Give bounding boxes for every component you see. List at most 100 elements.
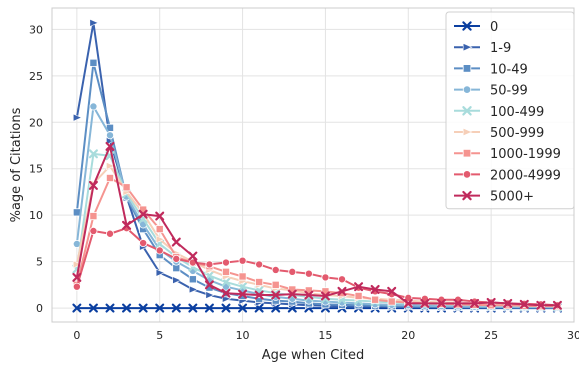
x-tick-label: 5 [156, 329, 163, 342]
y-tick-label: 0 [36, 302, 43, 315]
legend-marker [462, 42, 473, 52]
data-point [105, 303, 115, 313]
data-point [503, 298, 513, 308]
data-point [453, 298, 463, 308]
legend-marker [462, 190, 472, 201]
data-point [321, 273, 330, 282]
data-point [89, 212, 98, 221]
legend-marker [462, 106, 472, 116]
legend-marker [462, 148, 472, 158]
data-point [171, 237, 181, 247]
data-point [89, 58, 98, 67]
data-point [88, 303, 98, 313]
y-tick-label: 20 [29, 116, 43, 129]
data-point [536, 300, 546, 310]
data-point [89, 18, 99, 27]
data-point [486, 297, 496, 308]
data-point [188, 285, 199, 294]
data-point [337, 286, 347, 296]
legend-marker [462, 85, 472, 94]
data-point [172, 254, 181, 263]
data-point [72, 113, 83, 122]
data-point [221, 303, 231, 313]
legend-marker [462, 127, 473, 137]
data-point [89, 102, 98, 111]
x-tick-label: 20 [401, 329, 415, 342]
data-point [221, 258, 230, 267]
data-point [304, 269, 313, 278]
data-point [371, 295, 380, 304]
x-tick-label: 15 [318, 329, 332, 342]
data-point [122, 220, 132, 230]
data-point [271, 280, 280, 289]
legend-entry: 100-499 [454, 105, 544, 120]
legend-label: 5000+ [490, 190, 534, 205]
x-tick-label: 30 [567, 329, 579, 342]
y-tick-label: 25 [29, 70, 43, 83]
y-axis-label: %age of Citations [9, 107, 24, 222]
legend: 0 1-9 10-49 50-99 100-499 500-999 1000-1999 200… [445, 11, 575, 210]
data-point [188, 275, 197, 284]
data-point [122, 303, 132, 313]
data-point [238, 303, 248, 313]
data-point [403, 298, 413, 308]
data-point [287, 289, 297, 299]
legend-entry: 10-49 [454, 62, 528, 77]
data-point [205, 290, 215, 300]
y-tick-label: 5 [36, 256, 43, 269]
data-point [387, 297, 396, 306]
data-point [436, 298, 446, 308]
data-point [105, 141, 115, 151]
data-point [470, 298, 480, 308]
data-point [122, 183, 131, 192]
x-axis-label: Age when Cited [262, 348, 365, 363]
data-point [88, 180, 98, 190]
legend-entry: 2000-4999 [454, 168, 561, 183]
data-point [106, 174, 115, 183]
legend-entry: 1000-1999 [454, 147, 561, 162]
data-point [89, 226, 98, 235]
data-point [320, 291, 330, 301]
data-point [370, 284, 380, 295]
data-point [155, 246, 164, 255]
data-point [387, 286, 397, 296]
legend-label: 100-499 [490, 105, 544, 120]
data-point [72, 260, 83, 269]
data-point [552, 300, 562, 310]
data-point [72, 303, 82, 313]
data-point [106, 131, 115, 140]
data-point [205, 260, 214, 269]
data-point [354, 291, 363, 300]
data-point [254, 290, 264, 300]
x-tick-label: 10 [236, 329, 250, 342]
data-point [204, 280, 214, 290]
legend-label: 1000-1999 [490, 147, 561, 162]
data-point [188, 303, 198, 313]
legend-marker [462, 170, 472, 179]
legend-entry: 0 [454, 20, 498, 35]
data-point [271, 265, 280, 274]
y-tick-label: 15 [29, 163, 43, 176]
legend-entry: 5000+ [454, 190, 534, 205]
x-tick-labels: 0 5 10 15 20 25 30 [73, 329, 579, 342]
data-point [204, 303, 214, 313]
legend-marker [462, 64, 472, 73]
data-point [404, 293, 413, 302]
legend-label: 2000-4999 [490, 168, 561, 183]
legend-label: 500-999 [490, 126, 544, 141]
series-lines [72, 18, 563, 313]
data-point [172, 276, 182, 285]
data-point [519, 299, 529, 309]
data-point [138, 209, 148, 219]
data-point [155, 303, 165, 313]
data-point [288, 267, 297, 276]
data-point [138, 303, 148, 313]
series-5000+ [72, 141, 562, 310]
legend-entry: 50-99 [454, 84, 528, 99]
data-point [171, 303, 181, 313]
data-point [238, 256, 247, 265]
data-point [420, 298, 430, 308]
data-point [221, 267, 230, 276]
